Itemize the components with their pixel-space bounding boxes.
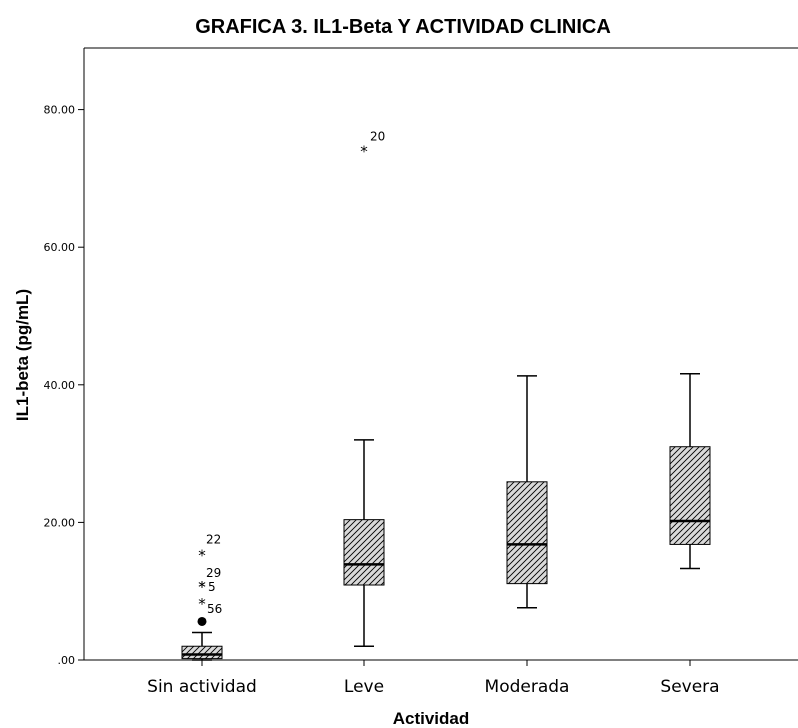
outlier-label: 20 — [370, 130, 385, 144]
x-ticks: Sin actividad Leve Moderada Severa — [147, 660, 720, 697]
box-leve: *20 — [343, 130, 385, 647]
outlier-label: 5 — [208, 580, 216, 594]
outlier-star: * — [198, 578, 206, 596]
x-tick-label: Sin actividad — [147, 677, 257, 697]
y-ticks: .00 20.00 40.00 60.00 80.00 — [44, 104, 84, 667]
chart-title: GRAFICA 3. IL1-Beta Y ACTIVIDAD CLINICA — [195, 16, 611, 38]
y-tick-label: 80.00 — [44, 104, 76, 117]
outlier-star: * — [360, 143, 368, 161]
outlier-label: 56 — [207, 602, 222, 616]
iqr-box — [343, 519, 385, 586]
outlier-label: 22 — [206, 532, 221, 546]
plot-area: .00 20.00 40.00 60.00 80.00 Sin actividad Lev… — [44, 47, 798, 697]
x-tick-label: Moderada — [485, 677, 570, 697]
box-severa — [669, 373, 711, 570]
box-moderada — [506, 375, 548, 609]
x-tick-label: Severa — [660, 677, 719, 697]
outlier-circle — [197, 616, 207, 626]
y-tick-label: 40.00 — [44, 379, 76, 392]
x-axis-title: Actividad — [393, 709, 470, 728]
y-tick-label: .00 — [58, 654, 76, 667]
outlier-label: 29 — [206, 566, 221, 580]
iqr-box — [506, 481, 548, 585]
iqr-box — [669, 446, 711, 545]
y-tick-label: 20.00 — [44, 516, 76, 529]
box-sin-actividad: * 56* 5*29*22 — [181, 532, 223, 661]
y-axis-title: IL1-beta (pg/mL) — [13, 289, 32, 421]
x-tick-label: Leve — [344, 677, 384, 697]
boxes: * 56* 5*29*22*20 — [181, 130, 711, 661]
outlier-star: * — [198, 595, 206, 613]
outlier-star: * — [198, 546, 206, 564]
y-tick-label: 60.00 — [44, 241, 76, 254]
iqr-box — [181, 645, 223, 660]
outlier-star: * — [198, 578, 206, 596]
